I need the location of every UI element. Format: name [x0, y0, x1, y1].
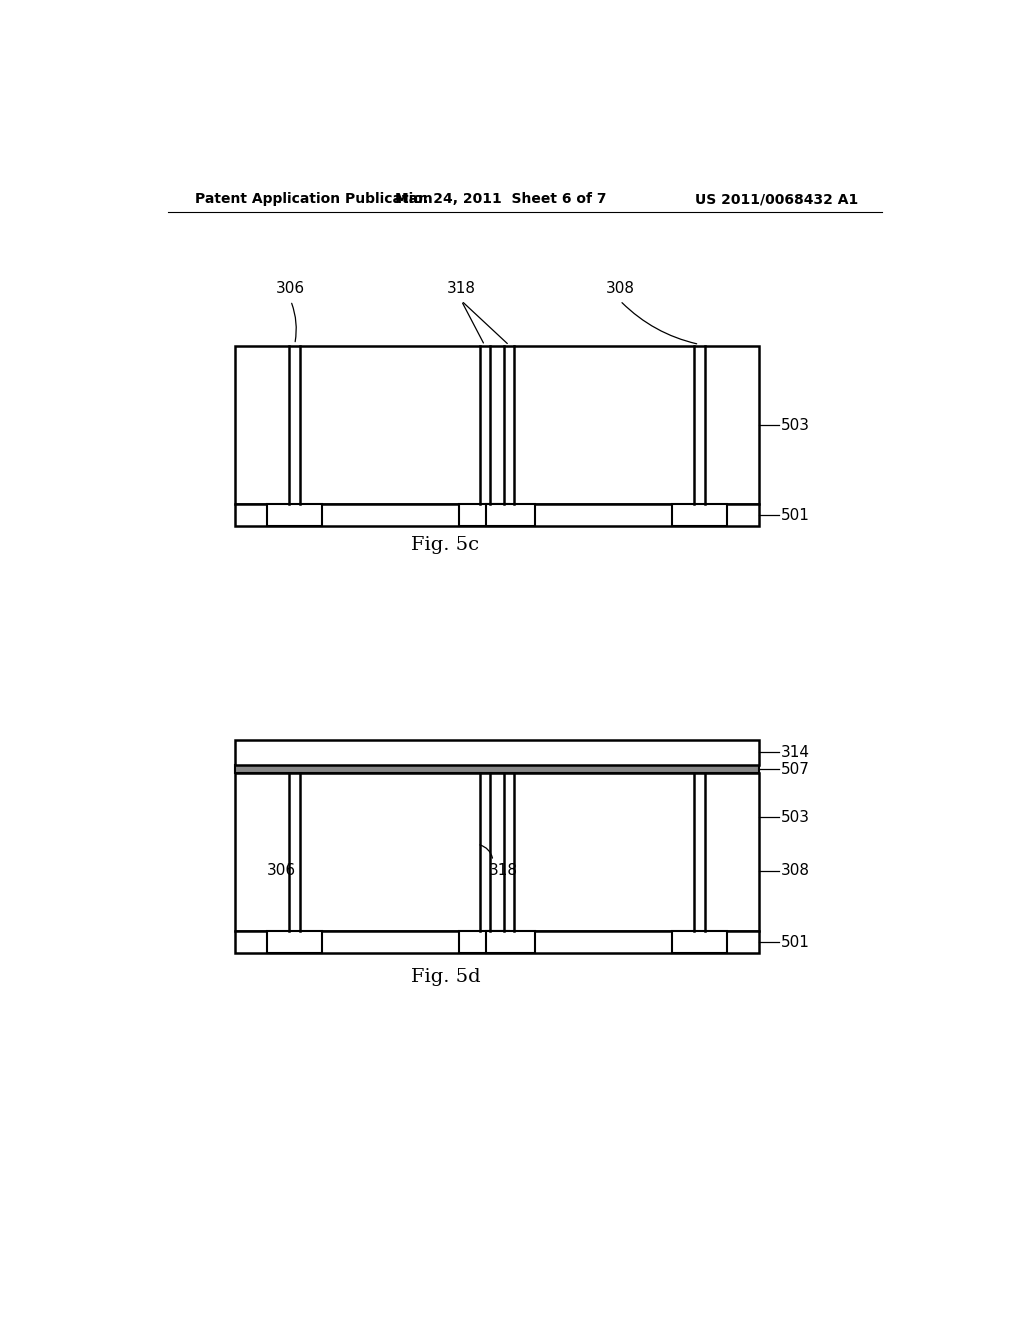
Text: US 2011/0068432 A1: US 2011/0068432 A1: [695, 191, 858, 206]
Text: 308: 308: [781, 863, 810, 879]
Bar: [672, 504, 727, 527]
Text: 501: 501: [781, 935, 810, 949]
Text: 314: 314: [781, 744, 810, 760]
Text: 503: 503: [781, 810, 810, 825]
Bar: [236, 504, 759, 527]
Bar: [267, 504, 323, 527]
Text: 318: 318: [446, 281, 476, 296]
Text: 308: 308: [605, 281, 635, 296]
Bar: [236, 766, 759, 774]
Text: Fig. 5d: Fig. 5d: [411, 968, 480, 986]
Text: Patent Application Publication: Patent Application Publication: [196, 191, 433, 206]
Text: 501: 501: [781, 508, 810, 523]
Bar: [267, 931, 323, 953]
Text: 318: 318: [489, 863, 518, 879]
Text: 306: 306: [267, 863, 296, 879]
Bar: [460, 931, 509, 953]
Bar: [485, 931, 535, 953]
Text: 503: 503: [781, 417, 810, 433]
Bar: [236, 931, 759, 953]
Text: Fig. 5c: Fig. 5c: [412, 536, 479, 553]
Bar: [236, 346, 759, 504]
Bar: [672, 931, 727, 953]
Text: 507: 507: [781, 762, 810, 776]
Text: Mar. 24, 2011  Sheet 6 of 7: Mar. 24, 2011 Sheet 6 of 7: [395, 191, 607, 206]
Bar: [236, 739, 759, 766]
Bar: [460, 504, 509, 527]
Text: 306: 306: [276, 281, 305, 296]
Bar: [236, 774, 759, 931]
Bar: [485, 504, 535, 527]
